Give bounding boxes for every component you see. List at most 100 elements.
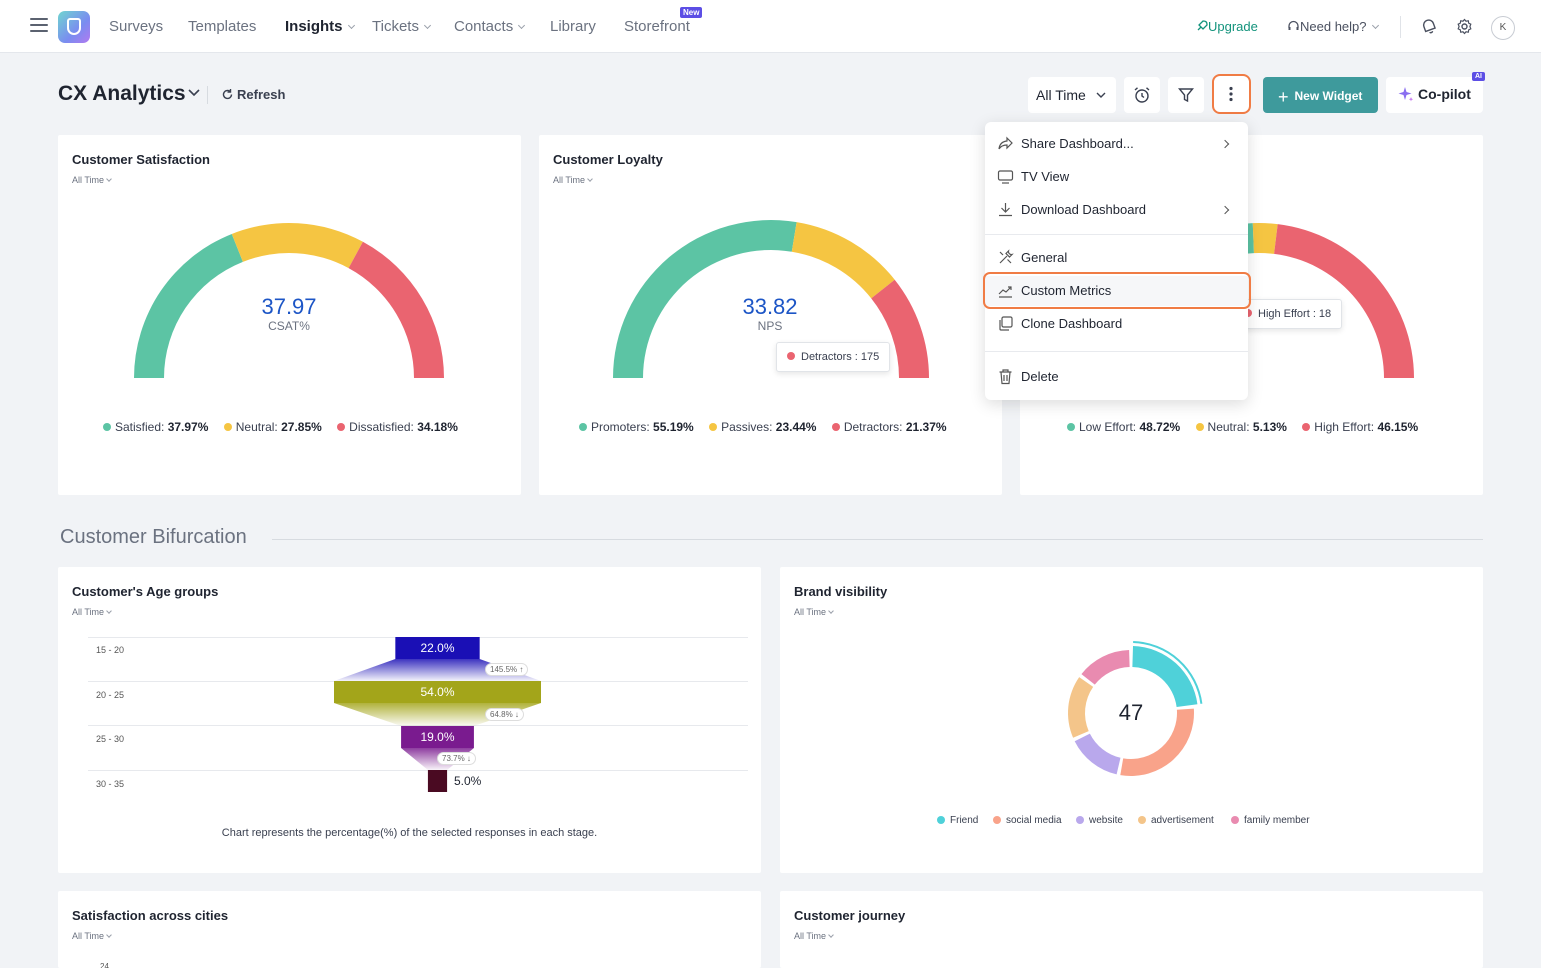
funnel-bar — [401, 726, 474, 748]
chart-note: Chart represents the percentage(%) of th… — [221, 827, 598, 839]
need-help-label: Need help? — [1300, 19, 1367, 34]
legend-name: advertisement — [1151, 815, 1214, 826]
tooltip-text: High Effort : 18 — [1258, 308, 1332, 320]
need-help-button[interactable]: Need help? — [1287, 19, 1379, 34]
cities-card: Satisfaction across cities All Time 24 — [58, 891, 761, 968]
copilot-button[interactable]: Co-pilot — [1386, 77, 1483, 113]
legend-item[interactable]: website — [1076, 815, 1123, 826]
nps-gauge — [613, 219, 929, 378]
gauge-segment — [134, 233, 243, 378]
tv-icon — [997, 170, 1014, 184]
funnel-change-value: 64.8% — [490, 710, 513, 719]
journey-card: Customer journey All Time — [780, 891, 1483, 968]
legend-name: website — [1089, 815, 1123, 826]
new-widget-button[interactable]: + New Widget — [1263, 77, 1378, 113]
nav-storefront[interactable]: Storefront — [624, 18, 690, 35]
legend-item[interactable]: social media — [993, 815, 1062, 826]
card-period[interactable]: All Time — [72, 607, 112, 617]
legend-name: High Effort: — [1314, 420, 1375, 434]
funnel-label: 19.0% — [420, 730, 455, 744]
new-widget-label: New Widget — [1294, 89, 1363, 103]
legend-item[interactable]: advertisement — [1138, 815, 1214, 826]
more-options-button[interactable] — [1212, 74, 1251, 114]
gauge-value: 37.97 — [261, 294, 317, 319]
legend-name: Satisfied: — [115, 420, 165, 434]
legend-name: Detractors: — [843, 420, 903, 434]
menu-item-general[interactable]: General — [985, 243, 1248, 273]
legend-item[interactable]: family member — [1231, 815, 1310, 826]
legend-dot — [1138, 816, 1146, 824]
nav-contacts-label: Contacts — [454, 18, 514, 35]
nav-templates[interactable]: Templates — [188, 18, 257, 35]
gear-icon[interactable] — [1456, 18, 1473, 35]
legend-name: Passives: — [721, 420, 773, 434]
menu-icon[interactable] — [30, 18, 48, 32]
tools-icon — [999, 249, 1014, 264]
chevron-down-icon[interactable] — [187, 86, 201, 100]
funnel-category: 25 - 30 — [96, 734, 125, 744]
legend-dot — [1231, 816, 1239, 824]
funnel-category: 20 - 25 — [96, 690, 125, 700]
avatar[interactable]: K — [1491, 16, 1515, 40]
menu-item-label: TV View — [1021, 169, 1070, 184]
card-period-label: All Time — [72, 931, 105, 941]
funnel-category: 15 - 20 — [96, 645, 125, 655]
legend-value: 55.19% — [653, 420, 694, 434]
gauge-segment — [791, 222, 895, 299]
time-range-value: All Time — [1036, 87, 1086, 103]
nav-insights[interactable]: Insights — [285, 18, 355, 35]
headset-icon — [1288, 20, 1299, 30]
arrow-down-icon: ↓ — [514, 710, 519, 719]
card-period-label: All Time — [794, 607, 827, 617]
chevron-down-icon — [828, 608, 834, 614]
menu-divider — [985, 234, 1248, 235]
app-logo[interactable] — [58, 11, 90, 43]
card-period[interactable]: All Time — [72, 931, 112, 941]
alarm-clock-icon — [1134, 87, 1150, 103]
legend-dot — [993, 816, 1001, 824]
gauge-segment — [231, 222, 363, 269]
filter-button[interactable] — [1168, 77, 1204, 113]
nav-library[interactable]: Library — [550, 18, 596, 35]
refresh-button[interactable]: Refresh — [221, 87, 285, 102]
card-period[interactable]: All Time — [72, 175, 112, 185]
notification-bell-icon[interactable] — [1421, 18, 1437, 35]
ai-badge: AI — [1472, 72, 1485, 81]
card-period[interactable]: All Time — [794, 931, 834, 941]
legend-value: 46.15% — [1377, 420, 1419, 434]
donut-slice — [1081, 650, 1130, 685]
card-period[interactable]: All Time — [553, 175, 593, 185]
menu-item-label: Delete — [1021, 369, 1059, 384]
legend-dot — [1067, 423, 1075, 431]
chart-tooltip: High Effort : 18 — [1233, 299, 1343, 329]
schedule-button[interactable] — [1124, 77, 1160, 113]
menu-item-clone-dashboard[interactable]: Clone Dashboard — [985, 309, 1248, 339]
legend-dot — [103, 423, 111, 431]
chevron-right-icon — [1220, 205, 1230, 215]
menu-item-delete[interactable]: Delete — [985, 362, 1248, 392]
menu-item-share-dashboard[interactable]: Share Dashboard... — [985, 129, 1248, 159]
chevron-right-icon — [1220, 139, 1230, 149]
arrow-down-icon: ↓ — [466, 754, 471, 763]
nav-contacts[interactable]: Contacts — [454, 18, 526, 35]
card-period[interactable]: All Time — [794, 607, 834, 617]
funnel-change-value: 145.5% — [490, 665, 518, 674]
gauge-legend: Low Effort: 48.72% Neutral: 5.13% High E… — [1067, 420, 1430, 434]
funnel-change: 64.8% ↓ — [485, 708, 524, 721]
nav-surveys[interactable]: Surveys — [109, 18, 164, 35]
menu-item-download-dashboard[interactable]: Download Dashboard — [985, 195, 1248, 225]
nav-tickets[interactable]: Tickets — [372, 18, 431, 35]
card-period-label: All Time — [72, 607, 105, 617]
legend-item[interactable]: Friend — [937, 815, 978, 826]
copilot-label: Co-pilot — [1418, 86, 1471, 102]
menu-item-tv-view[interactable]: TV View — [985, 162, 1248, 192]
legend-name: Neutral: — [1207, 420, 1250, 434]
menu-divider — [985, 351, 1248, 352]
legend-value: 37.97% — [167, 420, 209, 434]
upgrade-label: Upgrade — [1208, 19, 1258, 34]
csat-card: Customer Satisfaction All Time 37.97 CSA… — [58, 135, 521, 495]
time-range-select[interactable]: All Time — [1028, 77, 1116, 113]
menu-item-custom-metrics[interactable]: Custom Metrics — [985, 276, 1248, 306]
upgrade-link[interactable]: Upgrade — [1196, 19, 1258, 34]
legend-value: 48.72% — [1139, 420, 1181, 434]
